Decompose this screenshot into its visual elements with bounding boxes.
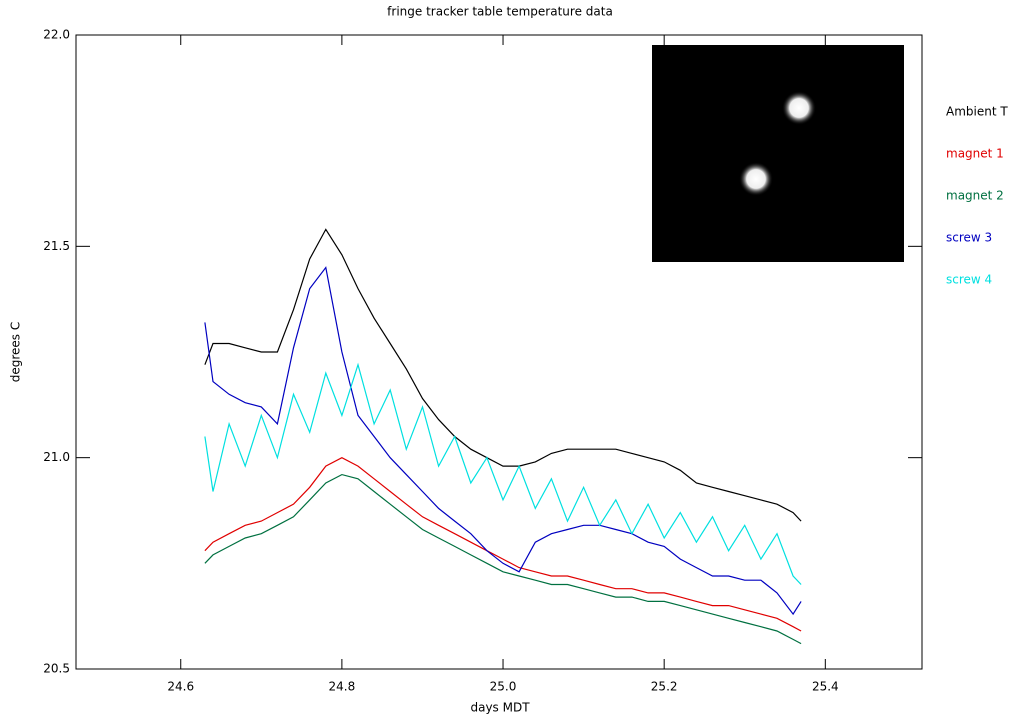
series-line: [204, 228, 802, 522]
x-axis-label: days MDT: [470, 701, 530, 715]
inset-background: [652, 45, 904, 262]
y-tick-label: 20.5: [43, 662, 70, 676]
legend-entry: screw 3: [946, 231, 992, 245]
series-line: [204, 266, 802, 616]
series-line: [204, 362, 802, 585]
x-tick-label: 24.8: [329, 680, 356, 694]
plot-frame: [75, 34, 923, 670]
y-tick-label: 22.0: [43, 28, 70, 42]
legend-entry: magnet 2: [946, 189, 1004, 203]
legend-entry: magnet 1: [946, 147, 1004, 161]
inset-spot: [739, 162, 773, 196]
series-line: [204, 457, 802, 632]
x-tick-label: 25.2: [651, 680, 678, 694]
x-tick-label: 24.6: [167, 680, 194, 694]
y-tick-label: 21.5: [43, 239, 70, 253]
legend-entry: screw 4: [946, 273, 992, 287]
x-tick-label: 25.4: [812, 680, 839, 694]
y-tick-label: 21.0: [43, 450, 70, 464]
inset-image: [652, 45, 904, 262]
chart-title: fringe tracker table temperature data: [387, 5, 613, 19]
series-line: [204, 473, 802, 645]
legend-entry: Ambient T: [946, 105, 1008, 119]
y-axis-label: degrees C: [9, 322, 23, 383]
x-tick-label: 25.0: [490, 680, 517, 694]
inset-spot: [782, 91, 816, 125]
